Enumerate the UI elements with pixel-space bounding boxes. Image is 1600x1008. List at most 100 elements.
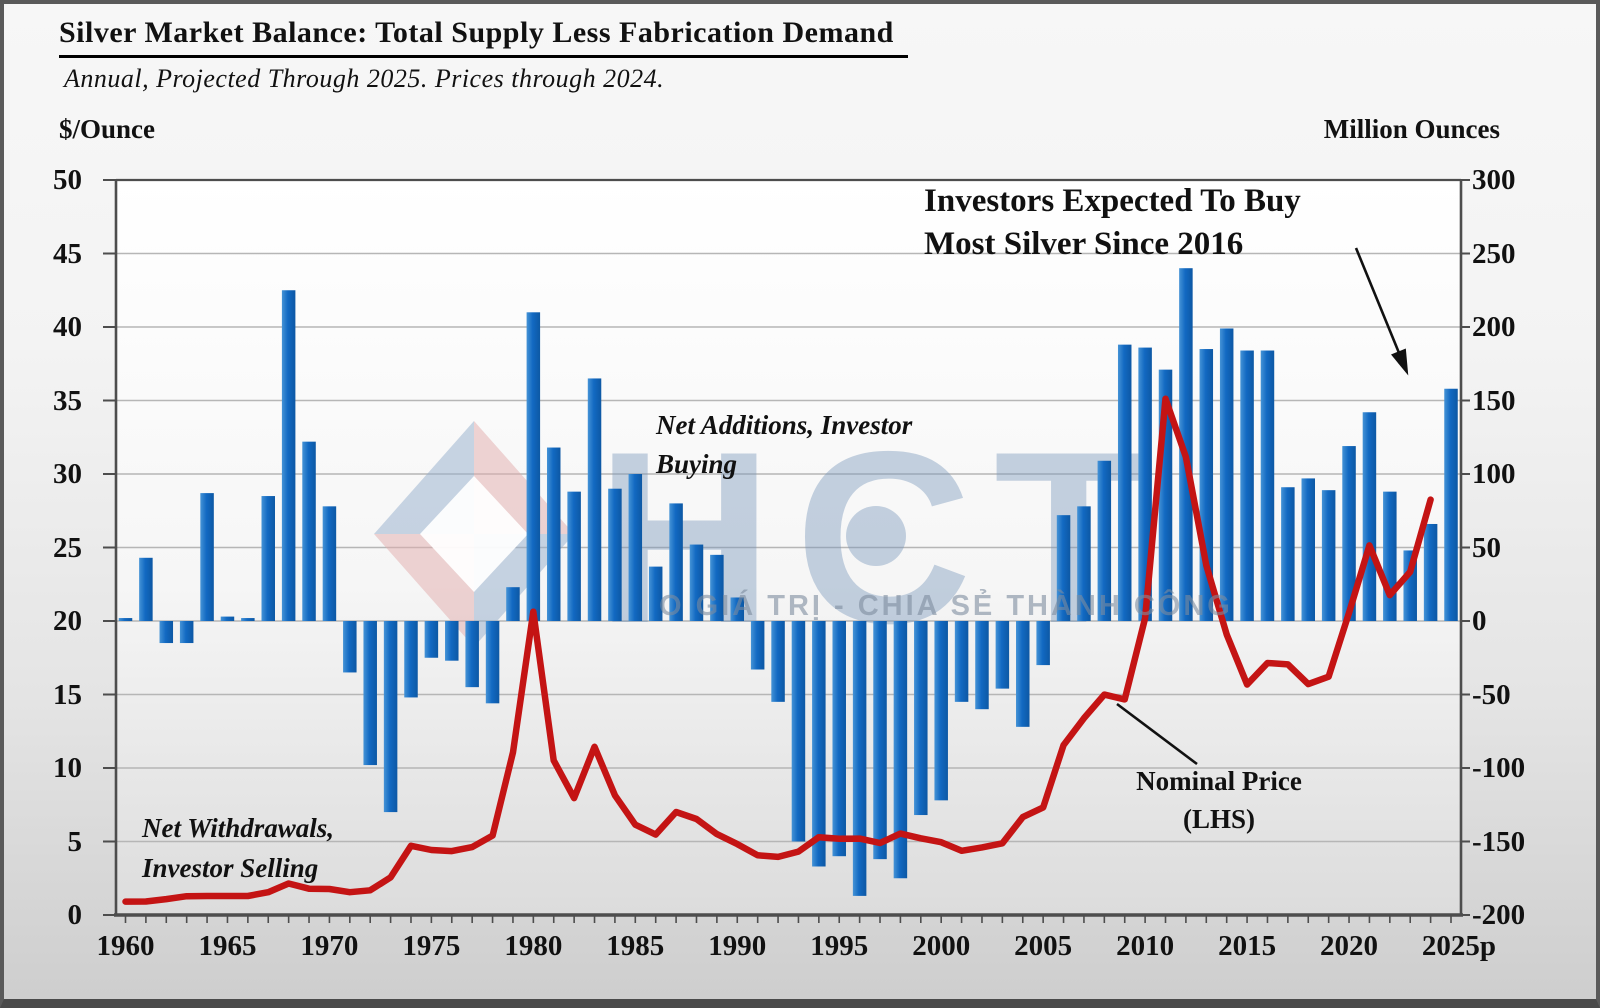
x-tick-label-2010: 2010 bbox=[1116, 930, 1175, 962]
left-tick-label-5: 5 bbox=[67, 825, 83, 858]
right-axis-title: Million Ounces bbox=[1323, 114, 1500, 144]
bar-1975 bbox=[424, 621, 439, 658]
bar-1967 bbox=[261, 496, 275, 621]
annotation-investors-line1: Investors Expected To Buy bbox=[924, 183, 1301, 219]
bar-2007 bbox=[1077, 506, 1091, 621]
annotation-net-additions: Net Additions, Investor Buying bbox=[656, 406, 912, 484]
x-tick-label-2020: 2020 bbox=[1320, 930, 1379, 962]
bar-2017 bbox=[1281, 487, 1295, 621]
right-tick-label-250: 250 bbox=[1472, 237, 1516, 270]
bar-1989 bbox=[710, 554, 724, 621]
bar-2012 bbox=[1179, 268, 1193, 621]
bar-1976 bbox=[445, 621, 459, 661]
x-tick-label-1980: 1980 bbox=[504, 930, 563, 962]
bar-2025 bbox=[1444, 388, 1458, 621]
annotation-nominal-price: Nominal Price (LHS) bbox=[1087, 762, 1351, 838]
x-tick-label-1990: 1990 bbox=[708, 930, 767, 962]
bar-1993 bbox=[791, 621, 806, 842]
bar-1985 bbox=[628, 474, 643, 621]
left-tick-label-35: 35 bbox=[53, 384, 82, 417]
annotation-nominal-price-line2: (LHS) bbox=[1182, 804, 1255, 834]
left-tick-label-15: 15 bbox=[53, 678, 82, 711]
right-tick-label-0: 0 bbox=[1472, 605, 1487, 637]
bar-1996 bbox=[852, 621, 867, 896]
bar-1968 bbox=[281, 290, 296, 621]
x-tick-label-1985: 1985 bbox=[606, 930, 665, 962]
bar-1997 bbox=[873, 621, 887, 860]
bar-1992 bbox=[771, 621, 785, 702]
left-tick-label-40: 40 bbox=[53, 311, 82, 343]
bar-1964 bbox=[200, 493, 214, 621]
annotation-nominal-price-line1: Nominal Price bbox=[1136, 766, 1302, 796]
bar-2009 bbox=[1117, 344, 1132, 621]
bar-1965 bbox=[220, 616, 235, 621]
left-tick-label-0: 0 bbox=[67, 899, 83, 931]
right-tick-label-150: 150 bbox=[1472, 384, 1516, 417]
x-tick-label-2015: 2015 bbox=[1218, 930, 1277, 962]
bar-1977 bbox=[465, 621, 479, 688]
bar-1973 bbox=[383, 621, 398, 813]
bar-1960 bbox=[118, 618, 133, 621]
right-tick-label--50: -50 bbox=[1472, 678, 1511, 711]
bar-1999 bbox=[914, 621, 928, 816]
bar-1969 bbox=[302, 441, 316, 621]
annotation-net-additions-line1: Net Additions, Investor bbox=[656, 410, 913, 440]
investors-arrow-head bbox=[1391, 348, 1409, 376]
annotation-net-withdrawals-line1: Net Withdrawals, bbox=[142, 813, 335, 843]
annotation-net-withdrawals-line2: Investor Selling bbox=[142, 853, 319, 883]
bar-1961 bbox=[139, 557, 153, 621]
watermark-tagline: O GIÁ TRỊ - CHIA SẺ THÀNH CÔNG bbox=[659, 590, 1233, 622]
bar-1980 bbox=[526, 312, 541, 621]
bar-2002 bbox=[975, 621, 989, 710]
bar-1983 bbox=[587, 378, 602, 621]
left-axis-title: $/Ounce bbox=[59, 114, 156, 144]
bar-2003 bbox=[995, 621, 1010, 689]
price-line bbox=[122, 395, 1434, 905]
bar-1971 bbox=[343, 621, 357, 673]
bar-2022 bbox=[1383, 491, 1397, 621]
bar-2000 bbox=[934, 621, 948, 801]
bar-2021 bbox=[1362, 412, 1377, 621]
bar-2020 bbox=[1342, 446, 1356, 621]
bar-1994 bbox=[812, 621, 826, 867]
bar-2004 bbox=[1016, 621, 1030, 727]
investors-arrow bbox=[1354, 247, 1408, 371]
x-tick-label-1960: 1960 bbox=[96, 930, 155, 962]
bar-1962 bbox=[159, 621, 174, 644]
watermark-logo-center bbox=[420, 476, 528, 592]
watermark-letters: HCT bbox=[596, 400, 1166, 674]
annotation-investors: Investors Expected To Buy Most Silver Si… bbox=[924, 180, 1301, 266]
bar-1988 bbox=[689, 544, 704, 621]
x-tick-label-2000: 2000 bbox=[912, 930, 971, 962]
bar-1978 bbox=[485, 621, 500, 704]
bar-2005 bbox=[1036, 621, 1050, 666]
x-tick-label-1995: 1995 bbox=[810, 930, 869, 962]
bar-1987 bbox=[669, 503, 683, 621]
bar-2016 bbox=[1260, 350, 1275, 621]
bar-1984 bbox=[608, 488, 622, 621]
annotation-investors-line2: Most Silver Since 2016 bbox=[924, 226, 1244, 262]
bar-2024 bbox=[1423, 523, 1438, 621]
bar-1995 bbox=[832, 621, 846, 857]
bar-1963 bbox=[179, 621, 194, 644]
bar-2014 bbox=[1219, 328, 1234, 621]
x-tick-label-1975: 1975 bbox=[402, 930, 461, 962]
watermark-c-dot bbox=[846, 506, 906, 566]
bar-1981 bbox=[546, 447, 561, 621]
bar-1970 bbox=[322, 506, 337, 621]
bar-2019 bbox=[1321, 490, 1336, 621]
bar-1991 bbox=[750, 621, 765, 670]
x-tick-label-2025p: 2025p bbox=[1421, 930, 1497, 962]
bar-2006 bbox=[1056, 515, 1071, 621]
bar-2015 bbox=[1240, 350, 1254, 621]
chart-canvas: HCT bbox=[103, 178, 1470, 923]
bar-1998 bbox=[893, 621, 908, 879]
x-tick-label-1970: 1970 bbox=[300, 930, 359, 962]
left-tick-label-50: 50 bbox=[53, 164, 82, 196]
annotation-net-withdrawals: Net Withdrawals, Investor Selling bbox=[142, 808, 334, 888]
bar-2001 bbox=[954, 621, 969, 702]
nominal-price-pointer bbox=[1116, 702, 1198, 766]
left-tick-label-45: 45 bbox=[53, 237, 82, 270]
right-tick-label-200: 200 bbox=[1472, 311, 1516, 343]
